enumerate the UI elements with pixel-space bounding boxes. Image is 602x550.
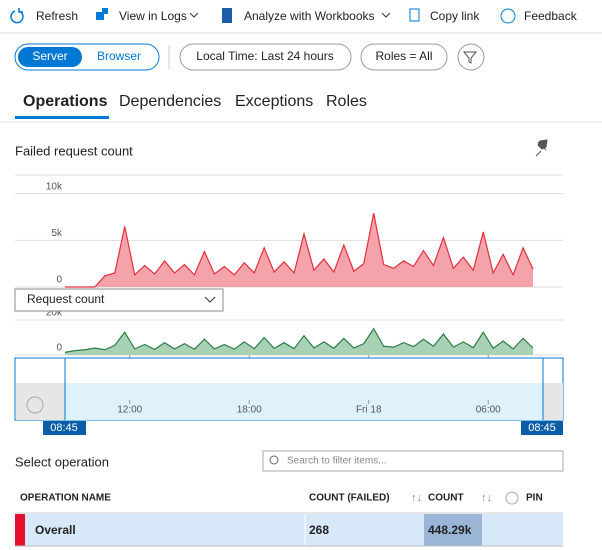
y-tick-label: 5k	[51, 228, 63, 239]
refresh-icon	[10, 8, 24, 24]
brush-tick-label: Fri 18	[356, 405, 382, 416]
y-tick-label: 0	[56, 275, 62, 286]
panel-title: Failed request count	[15, 143, 133, 158]
search-icon	[269, 455, 279, 465]
y-tick-label: 10k	[46, 181, 63, 192]
brush-tick-label: 06:00	[476, 405, 501, 416]
row-marker	[15, 514, 25, 546]
brush-label-box	[521, 421, 563, 435]
line	[65, 213, 534, 288]
brush-tick-label: 18:00	[237, 405, 262, 416]
column-header: PIN	[526, 493, 543, 504]
filter-icon	[462, 51, 478, 64]
search-placeholder: Search to filter items...	[287, 456, 386, 467]
line	[64, 327, 534, 353]
brush-label-box	[43, 421, 86, 435]
toolbar-item[interactable]: Analyze with Workbooks	[244, 9, 375, 23]
area	[65, 213, 534, 287]
feedback-icon	[500, 8, 516, 24]
metric-dropdown[interactable]	[14, 288, 224, 312]
brush-label: 08:45	[50, 422, 78, 434]
cell: Overall	[35, 523, 76, 537]
brush-tick-label: 12:00	[117, 405, 142, 416]
info-icon	[505, 491, 519, 505]
dropdown-text: Request count	[27, 292, 105, 306]
reset-icon[interactable]	[26, 396, 44, 414]
add-filter[interactable]	[457, 43, 485, 71]
column-header[interactable]: COUNT	[428, 493, 464, 504]
chevron	[204, 296, 216, 303]
toolbar-item[interactable]: Refresh	[36, 9, 78, 23]
cell: 268	[309, 523, 329, 537]
cell: 448.29k	[428, 523, 472, 537]
section-title: Select operation	[15, 454, 109, 469]
toolbar-item[interactable]: View in Logs	[119, 9, 187, 23]
logs-icon	[96, 8, 108, 20]
pin-icon[interactable]	[535, 139, 548, 157]
toolbar-item[interactable]: Copy link	[430, 9, 480, 23]
tab[interactable]: Dependencies	[119, 93, 221, 110]
pill[interactable]	[360, 43, 448, 71]
brush-label: 08:45	[528, 422, 556, 434]
tab[interactable]: Exceptions	[235, 93, 313, 110]
y-tick-label: 0	[56, 343, 62, 354]
search-box[interactable]	[262, 450, 564, 472]
count-bar	[424, 514, 482, 546]
pill[interactable]	[179, 43, 352, 71]
column-header[interactable]: COUNT (FAILED)	[309, 493, 390, 504]
toggle-option[interactable]: Browser	[97, 49, 141, 63]
tab[interactable]: Operations	[23, 93, 108, 110]
copy-icon	[409, 8, 420, 22]
toggle-active	[18, 47, 82, 67]
y-tick-label: 20k	[46, 308, 63, 319]
pill-text: Local Time: Last 24 hours	[196, 49, 333, 63]
column-header[interactable]: OPERATION NAME	[20, 493, 111, 504]
area	[65, 328, 534, 355]
brush-outside	[16, 383, 65, 420]
brush-selection[interactable]	[65, 383, 543, 420]
toolbar-item[interactable]: Feedback	[524, 9, 578, 23]
workbook-icon	[222, 8, 232, 23]
tab[interactable]: Roles	[326, 93, 367, 110]
brush-outside	[543, 383, 563, 420]
sort-icon[interactable]: ↑↓	[481, 492, 492, 504]
toggle-option[interactable]: Server	[32, 49, 67, 63]
chevron	[381, 12, 391, 18]
pill-text: Roles = All	[375, 49, 432, 63]
tab-underline	[15, 116, 109, 119]
sort-icon[interactable]: ↑↓	[411, 492, 422, 504]
chevron	[189, 12, 199, 18]
